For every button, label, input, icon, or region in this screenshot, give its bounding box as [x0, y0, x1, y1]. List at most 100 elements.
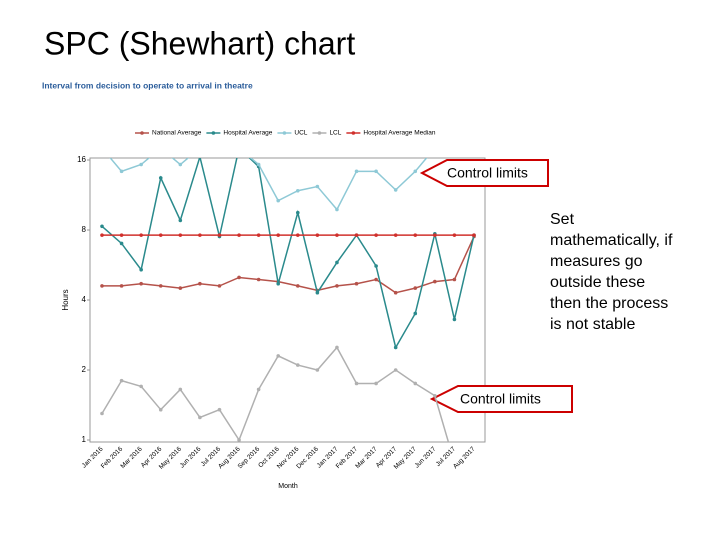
data-point — [256, 277, 261, 282]
data-point — [119, 169, 124, 174]
data-point — [315, 290, 320, 295]
legend-label: LCL — [329, 130, 341, 137]
data-point — [335, 260, 339, 265]
legend-label: UCL — [294, 130, 307, 137]
data-point — [256, 387, 261, 392]
data-point — [198, 146, 202, 150]
data-point — [413, 169, 418, 174]
y-tick-label: 8 — [82, 225, 87, 234]
data-point — [295, 188, 300, 193]
x-tick-label: Aug 2017 — [452, 445, 477, 470]
data-point — [295, 284, 300, 288]
data-point — [433, 279, 437, 284]
legend-swatch-dot — [317, 131, 322, 135]
data-point — [374, 233, 378, 237]
data-point — [335, 233, 339, 237]
y-axis-label: Hours — [61, 289, 70, 310]
data-point — [237, 146, 241, 150]
data-point — [100, 284, 104, 288]
data-point — [295, 233, 300, 237]
data-point — [198, 158, 202, 159]
callout-note: Set mathematically, if measures go outsi… — [550, 211, 673, 333]
x-tick-label: Jun 2016 — [179, 445, 203, 469]
x-tick-label: Jun 2017 — [414, 445, 438, 469]
data-point — [413, 381, 418, 386]
data-point — [100, 146, 104, 150]
data-point — [393, 368, 398, 372]
data-point — [178, 286, 183, 290]
data-point — [413, 286, 418, 290]
data-point — [452, 317, 457, 322]
data-point — [139, 281, 143, 286]
data-point — [295, 210, 300, 215]
y-tick-label: 4 — [82, 295, 87, 304]
data-point — [393, 188, 398, 192]
data-point — [315, 233, 320, 237]
data-point — [472, 233, 476, 237]
data-point — [335, 284, 339, 288]
data-point — [315, 368, 320, 372]
x-tick-label: Mar 2017 — [354, 445, 379, 470]
data-point — [139, 384, 143, 389]
data-point — [256, 233, 261, 237]
legend-swatch-dot — [140, 131, 144, 135]
data-point — [100, 233, 104, 237]
data-point — [178, 387, 183, 392]
data-point — [393, 290, 398, 295]
x-tick-label: Sep 2016 — [237, 445, 262, 470]
x-axis-label: Month — [278, 483, 298, 490]
data-point — [178, 218, 183, 223]
chart-title: Interval from decision to operate to arr… — [42, 80, 253, 90]
data-point — [413, 311, 418, 316]
data-point — [452, 277, 457, 282]
data-point — [335, 345, 339, 350]
legend-swatch-dot — [211, 131, 216, 135]
data-point — [159, 146, 163, 150]
series-line — [102, 236, 475, 294]
data-point — [354, 233, 359, 237]
data-point — [453, 146, 457, 150]
data-point — [217, 284, 222, 288]
data-point — [100, 224, 104, 229]
data-point — [374, 381, 378, 386]
slide-heading: SPC (Shewhart) chart — [44, 25, 355, 61]
legend-swatch-dot — [282, 131, 287, 135]
data-point — [413, 233, 418, 237]
data-point — [393, 345, 398, 350]
data-point — [178, 233, 183, 237]
data-point — [198, 281, 202, 286]
data-point — [158, 233, 163, 237]
y-tick-label: 1 — [82, 435, 87, 444]
data-point — [119, 241, 124, 246]
data-point — [139, 162, 143, 167]
legend-label: Hospital Average Median — [363, 130, 436, 137]
data-point — [452, 233, 457, 237]
series-line — [101, 158, 475, 350]
data-point — [276, 198, 281, 203]
legend-swatch-dot — [351, 131, 356, 135]
data-point — [198, 233, 202, 237]
data-point — [139, 267, 143, 272]
callout-label: Control limits — [460, 391, 541, 407]
data-point — [158, 176, 163, 180]
data-point — [393, 233, 398, 237]
y-tick-label: 2 — [82, 365, 87, 374]
legend-label: Hospital Average — [223, 130, 272, 137]
data-point — [100, 411, 104, 416]
data-point — [256, 162, 261, 167]
legend-label: National Average — [152, 130, 202, 137]
data-point — [315, 184, 320, 189]
data-point — [374, 277, 378, 282]
data-point — [119, 233, 124, 237]
data-point — [178, 162, 183, 167]
data-point — [374, 264, 378, 268]
data-point — [119, 284, 124, 288]
y-tick-label: 16 — [77, 155, 86, 164]
data-point — [354, 169, 359, 174]
data-point — [217, 233, 222, 237]
x-tick-label: Mar 2016 — [119, 445, 144, 470]
data-point — [158, 284, 163, 288]
plot-area — [100, 146, 476, 442]
